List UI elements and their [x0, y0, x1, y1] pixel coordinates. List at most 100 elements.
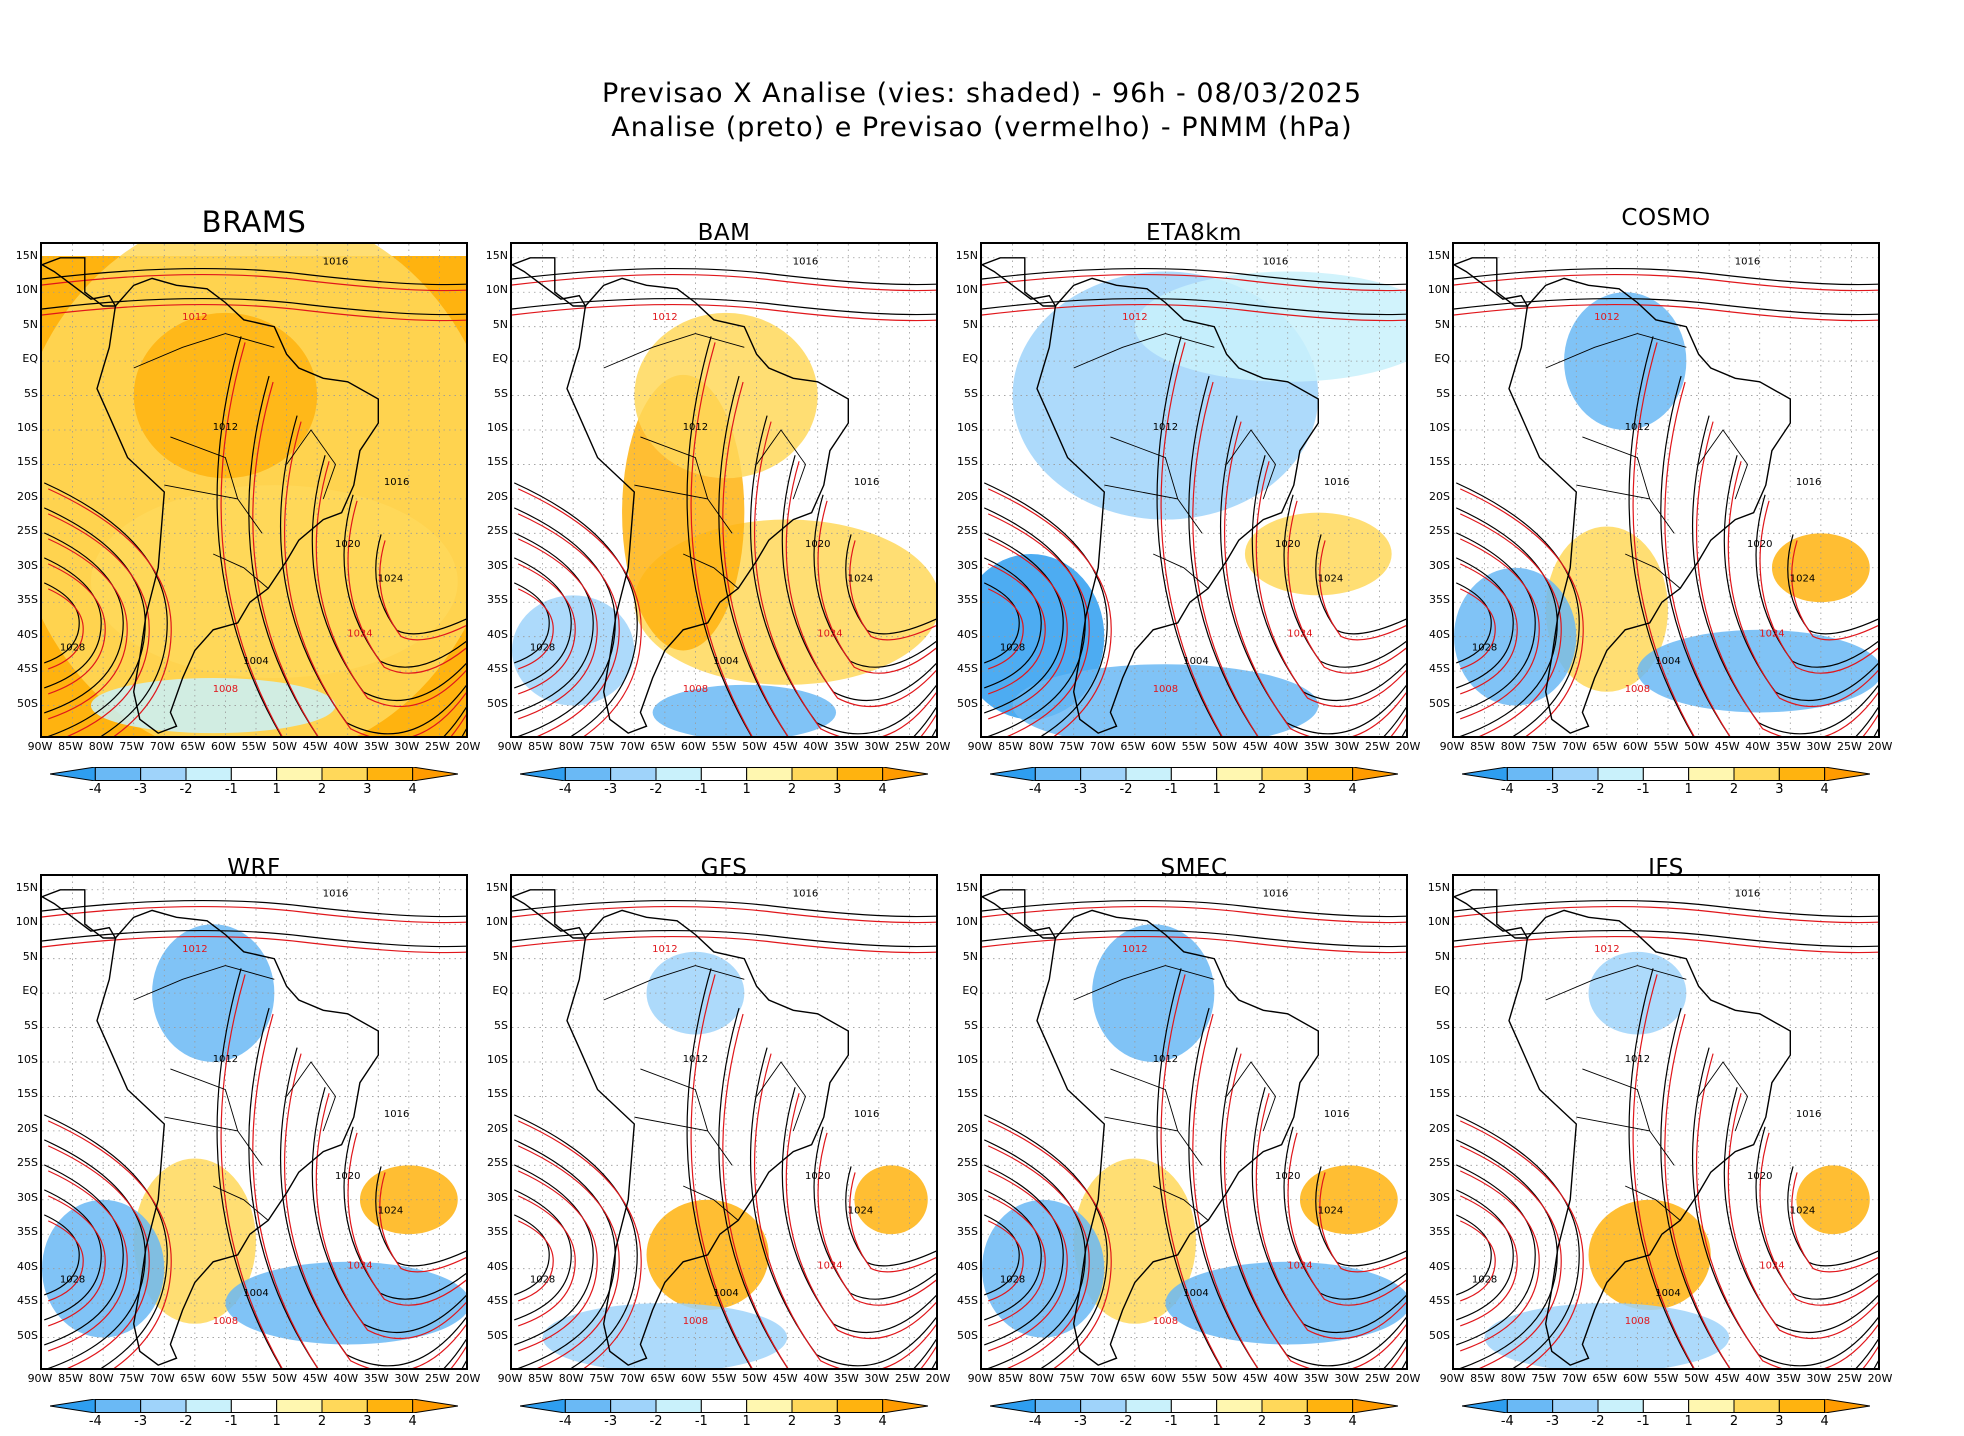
lat-tick-label: 5S [494, 1018, 508, 1032]
isobar [1759, 1132, 1878, 1306]
coastline [982, 257, 1057, 307]
lat-tick-label: 50S [957, 696, 978, 710]
isobar-label: 1004 [1183, 656, 1208, 667]
lon-tick-label: 35W [363, 1372, 389, 1385]
lon-tick-label: 75W [1059, 740, 1085, 753]
lon-tick-label: 25W [1836, 1372, 1862, 1385]
panel-title-bam: BAM [697, 220, 751, 246]
map-canvas: 1016 1012 1012 1016 1020 1024 1028 1004 1008 1024 [1454, 244, 1878, 736]
colorbar-label: 4 [1348, 782, 1357, 797]
lat-tick-label: 40S [957, 1259, 978, 1273]
lon-tick-label: 65W [180, 740, 206, 753]
isobar-label: 1024 [378, 574, 403, 585]
lat-tick-label: 5S [1436, 1018, 1450, 1032]
colorbar-segment [1216, 1399, 1263, 1413]
lat-tick-label: 30S [487, 558, 508, 572]
isobar [1455, 1214, 1492, 1296]
lon-tick-label: 40W [1745, 1372, 1771, 1385]
country-border [1625, 1185, 1681, 1221]
colorbar-segment [655, 1399, 702, 1413]
lat-tick-label: 10N [485, 915, 508, 929]
lat-tick-label: 40S [487, 1259, 508, 1273]
isobar-label: 1024 [347, 629, 372, 640]
isobar [512, 899, 936, 918]
isobar-label: 1016 [854, 477, 879, 488]
country-border [164, 1116, 263, 1166]
lon-tick-label: 55W [1181, 740, 1207, 753]
lat-tick-label: 45S [957, 662, 978, 676]
lat-tick-label: 10S [957, 1053, 978, 1066]
lat-tick-label: 40S [487, 627, 508, 641]
isobar-label: 1016 [384, 1109, 409, 1120]
lat-tick-label: 45S [17, 662, 38, 676]
lat-tick-label: 10N [955, 915, 978, 929]
lon-tick-label: 45W [772, 740, 798, 753]
colorbar-label: -1 [1164, 782, 1178, 797]
isobar-label: 1020 [335, 1171, 360, 1182]
colorbar-label: -2 [649, 782, 663, 797]
isobar-label: 1024 [848, 1206, 873, 1217]
colorbar-segment [1034, 1399, 1082, 1413]
isobar-label: 1024 [848, 574, 873, 585]
lon-tick-label: 30W [864, 740, 890, 753]
colorbar-segment [1552, 767, 1599, 781]
coastline [1508, 277, 1791, 734]
lon-tick-label: 55W [711, 740, 737, 753]
isobar [1664, 381, 1878, 736]
lat-tick-label: 15S [487, 455, 508, 469]
colorbar-segment [230, 1399, 278, 1413]
colorbar-segment [366, 1399, 414, 1413]
colorbar-label: 1 [272, 1414, 281, 1429]
country-border [1545, 965, 1687, 1001]
country-border [1226, 429, 1277, 500]
lon-tick-label: 30W [1806, 1372, 1832, 1385]
isobar [987, 563, 1046, 695]
colorbar-segment [1642, 1399, 1690, 1413]
lon-tick-label: 80W [88, 1372, 114, 1385]
country-border [756, 1061, 807, 1132]
colorbar-segment [1034, 767, 1082, 781]
isobar-label: 1024 [1759, 629, 1784, 640]
lon-tick-label: 85W [528, 1372, 553, 1385]
isobar-label: 1016 [1263, 889, 1288, 900]
lat-tick-label: EQ [962, 352, 978, 366]
lat-tick-label: 20S [957, 1121, 978, 1135]
isobar [517, 538, 598, 720]
lon-tick-label: 50W [1212, 740, 1237, 753]
lon-tick-label: 60W [1150, 1372, 1176, 1385]
country-border [683, 1185, 739, 1221]
country-border [1582, 1068, 1651, 1132]
colorbar-segment [49, 766, 96, 782]
colorbar [989, 766, 1399, 785]
isobar-label: 1004 [1655, 656, 1680, 667]
isobar [1319, 1172, 1406, 1273]
bias-shading [512, 595, 635, 706]
lon-tick-label: 90W [967, 1372, 993, 1385]
isobar [517, 1195, 576, 1327]
lat-tick-label: 10N [15, 915, 38, 929]
map-panel-bam: 1016 1012 1012 1016 1020 1024 1028 1004 1008 1024 [510, 242, 938, 738]
isobar [987, 513, 1090, 736]
colorbar-segment [230, 767, 278, 781]
isobar-label: 1020 [805, 539, 830, 550]
lon-tick-label: 75W [1531, 740, 1557, 753]
lat-tick-label: 35S [1429, 593, 1450, 607]
isobar [817, 500, 936, 674]
lat-tick-label: 20S [17, 1121, 38, 1135]
colorbar-segment [836, 767, 884, 781]
colorbar-label: -4 [558, 1414, 572, 1429]
isobar-label: 1020 [1747, 1171, 1772, 1182]
country-border [756, 429, 807, 500]
lat-tick-label: 30S [1429, 558, 1450, 572]
lat-tick-label: 10N [1427, 915, 1450, 929]
isobar [1255, 461, 1406, 708]
colorbar-label: 1 [742, 782, 751, 797]
isobar [517, 513, 620, 736]
colorbar-segment [1352, 1398, 1399, 1414]
lat-tick-label: 10S [957, 421, 978, 434]
colorbar-segment [1125, 1399, 1172, 1413]
isobar [1455, 482, 1580, 736]
isobar [512, 935, 936, 954]
country-border [133, 333, 275, 369]
isobar [1454, 935, 1878, 954]
